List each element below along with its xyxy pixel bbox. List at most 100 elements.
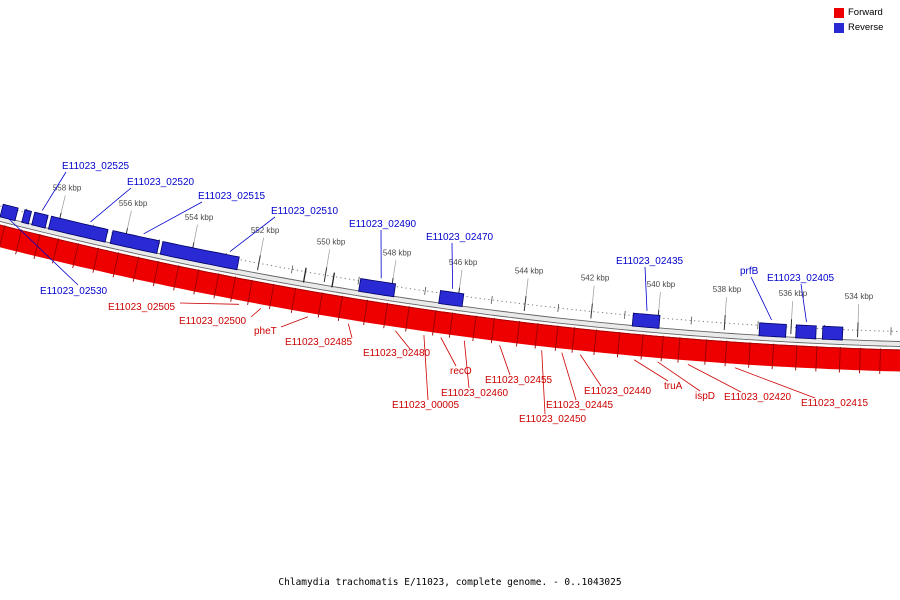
gene-leader-line	[8, 218, 79, 286]
reverse-feature-tick	[331, 272, 336, 288]
backbone-fill	[0, 216, 900, 347]
gene-leader-line	[687, 364, 742, 393]
forward-gene-boundary	[571, 327, 576, 353]
gene-label-E11023_02405[interactable]: E11023_02405	[767, 273, 835, 284]
gene-label-E11023_02525[interactable]: E11023_02525	[62, 161, 130, 172]
reverse-gene-box-E11023_02470[interactable]	[438, 290, 465, 308]
kbp-tick-label: 538 kbp	[713, 285, 742, 294]
gene-label-pheT[interactable]: pheT	[254, 326, 277, 337]
reverse-feature-tick	[302, 267, 307, 283]
major-tick	[323, 267, 328, 283]
reverse-gene-box[interactable]	[821, 325, 844, 341]
gene-leader-line	[750, 276, 772, 321]
gene-label-E11023_02485[interactable]: E11023_02485	[285, 337, 353, 348]
forward-gene-boundary	[383, 302, 389, 329]
forward-gene-boundary	[660, 335, 664, 362]
kbp-tick-label: 556 kbp	[119, 199, 148, 208]
tick-leader-line	[857, 304, 860, 323]
minor-tick	[624, 310, 626, 319]
forward-gene-boundary	[72, 243, 79, 269]
reverse-gene-box-E11023_02530[interactable]	[0, 203, 19, 222]
gene-label-E11023_02515[interactable]: E11023_02515	[198, 191, 266, 202]
tick-leader-line	[193, 224, 198, 243]
gene-leader-line	[633, 359, 669, 382]
forward-gene-boundary	[92, 247, 100, 273]
reverse-gene-box-E11023_02520[interactable]	[47, 215, 109, 243]
kbp-tick-label: 552 kbp	[251, 226, 280, 235]
tick-leader-line	[392, 260, 397, 279]
gene-label-E11023_02460[interactable]: E11023_02460	[441, 388, 509, 399]
forward-gene-boundary	[593, 329, 597, 355]
gene-label-E11023_02530[interactable]: E11023_02530	[40, 286, 108, 297]
reverse-gene-box-E11023_02510[interactable]	[159, 241, 240, 271]
gene-label-E11023_02420[interactable]: E11023_02420	[724, 392, 792, 403]
reverse-gene-box-E11023_02525[interactable]	[31, 211, 49, 229]
tick-leader-line	[525, 278, 529, 297]
gene-label-E11023_02510[interactable]: E11023_02510	[271, 206, 339, 217]
legend-label-forward: Forward	[848, 7, 883, 18]
reverse-gene-box-E11023_02515[interactable]	[109, 230, 160, 254]
gene-label-recO[interactable]: recO	[450, 366, 472, 377]
minor-tick	[557, 303, 560, 312]
gene-label-E11023_02435[interactable]: E11023_02435	[616, 256, 684, 267]
forward-gene-boundary	[472, 315, 477, 341]
gene-label-E11023_02480[interactable]: E11023_02480	[363, 348, 431, 359]
gene-label-truA[interactable]: truA	[664, 381, 683, 392]
forward-gene-boundary	[859, 347, 861, 374]
minor-tick	[357, 276, 360, 285]
legend-label-reverse: Reverse	[848, 22, 884, 33]
tick-leader-line	[326, 249, 331, 268]
gene-label-E11023_02470[interactable]: E11023_02470	[426, 232, 494, 243]
forward-gene-boundary	[534, 323, 539, 349]
gene-label-prfB[interactable]: prfB	[740, 266, 759, 277]
major-tick	[723, 314, 726, 331]
kbp-tick-label: 554 kbp	[185, 213, 214, 222]
gene-leader-line	[644, 266, 648, 311]
forward-gene-boundary	[677, 337, 681, 363]
tick-leader-line	[724, 297, 727, 316]
gene-label-E11023_02440[interactable]: E11023_02440	[584, 386, 652, 397]
forward-gene-boundary	[247, 279, 253, 305]
gene-label-E11023_02490[interactable]: E11023_02490	[349, 219, 417, 230]
gene-leader-line	[657, 361, 701, 392]
gene-leader-line	[347, 323, 353, 339]
forward-band-edge	[0, 224, 900, 351]
reverse-gene-box-prfB[interactable]	[758, 322, 787, 338]
gene-label-E11023_02450[interactable]: E11023_02450	[519, 414, 587, 425]
minor-tick	[424, 286, 427, 295]
gene-label-E11023_02455[interactable]: E11023_02455	[485, 375, 553, 386]
reverse-gene-box-E11023_02490[interactable]	[358, 278, 397, 298]
forward-gene-boundary	[52, 238, 59, 264]
kbp-tick-label: 540 kbp	[647, 280, 676, 289]
forward-gene-boundary	[193, 269, 200, 295]
reverse-gene-box[interactable]	[21, 209, 32, 225]
legend-item-reverse: Reverse	[834, 23, 883, 33]
gene-label-E11023_02500[interactable]: E11023_02500	[179, 316, 247, 327]
gene-label-E11023_02520[interactable]: E11023_02520	[127, 177, 195, 188]
reverse-strand-swatch	[834, 23, 844, 33]
forward-gene-boundary	[432, 310, 437, 336]
gene-leader-line	[579, 354, 602, 387]
forward-gene-boundary	[879, 348, 881, 374]
reverse-gene-box-E11023_02435[interactable]	[631, 312, 661, 329]
minor-tick	[490, 295, 493, 304]
gene-leader-line	[143, 201, 203, 235]
tick-leader-line	[259, 237, 264, 256]
reverse-gene-box-E11023_02405[interactable]	[795, 324, 817, 340]
gene-label-E11023_00005[interactable]: E11023_00005	[392, 400, 460, 411]
legend-item-forward: Forward	[834, 8, 883, 18]
forward-gene-boundary	[704, 339, 708, 365]
gene-label-E11023_02445[interactable]: E11023_02445	[546, 400, 614, 411]
forward-gene-boundary	[268, 283, 275, 309]
major-tick	[790, 319, 793, 335]
forward-strand-band[interactable]	[0, 224, 900, 372]
forward-gene-boundary	[490, 317, 495, 344]
gene-label-ispD[interactable]: ispD	[695, 391, 715, 402]
gene-label-E11023_02505[interactable]: E11023_02505	[108, 302, 176, 313]
forward-gene-boundary	[815, 345, 818, 372]
kbp-tick-label: 542 kbp	[581, 274, 610, 283]
forward-gene-boundary	[795, 344, 798, 371]
forward-gene-boundary	[290, 287, 297, 313]
gene-leader-line	[451, 242, 453, 289]
gene-label-E11023_02415[interactable]: E11023_02415	[801, 398, 869, 409]
